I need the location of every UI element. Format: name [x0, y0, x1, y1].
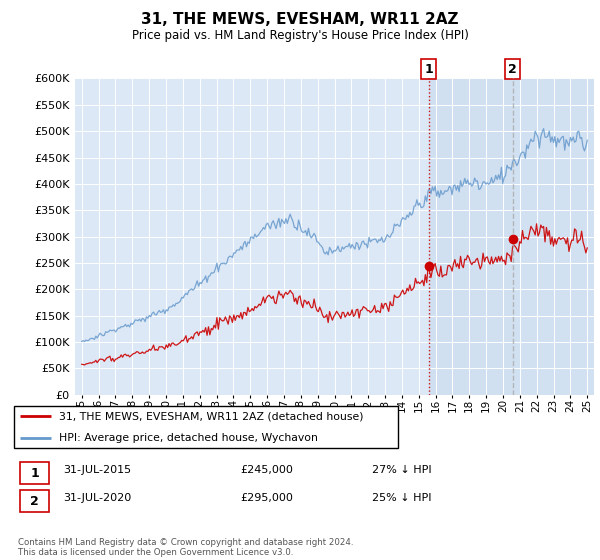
Text: 31, THE MEWS, EVESHAM, WR11 2AZ: 31, THE MEWS, EVESHAM, WR11 2AZ [141, 12, 459, 27]
FancyBboxPatch shape [20, 491, 49, 512]
Text: 1: 1 [424, 63, 433, 76]
Text: 31-JUL-2020: 31-JUL-2020 [63, 493, 131, 503]
Text: Contains HM Land Registry data © Crown copyright and database right 2024.
This d: Contains HM Land Registry data © Crown c… [18, 538, 353, 557]
Text: 31-JUL-2015: 31-JUL-2015 [63, 465, 131, 475]
Text: 31, THE MEWS, EVESHAM, WR11 2AZ (detached house): 31, THE MEWS, EVESHAM, WR11 2AZ (detache… [59, 411, 364, 421]
FancyBboxPatch shape [14, 405, 398, 449]
Text: HPI: Average price, detached house, Wychavon: HPI: Average price, detached house, Wych… [59, 433, 317, 443]
Text: 1: 1 [30, 466, 39, 480]
Text: Price paid vs. HM Land Registry's House Price Index (HPI): Price paid vs. HM Land Registry's House … [131, 29, 469, 42]
Text: 2: 2 [508, 63, 517, 76]
Text: £295,000: £295,000 [240, 493, 293, 503]
Text: £245,000: £245,000 [240, 465, 293, 475]
Bar [513, 78, 596, 395]
Text: 25% ↓ HPI: 25% ↓ HPI [372, 493, 431, 503]
Text: 27% ↓ HPI: 27% ↓ HPI [372, 465, 431, 475]
Bar [428, 78, 513, 395]
Text: 2: 2 [30, 494, 39, 508]
FancyBboxPatch shape [20, 463, 49, 484]
